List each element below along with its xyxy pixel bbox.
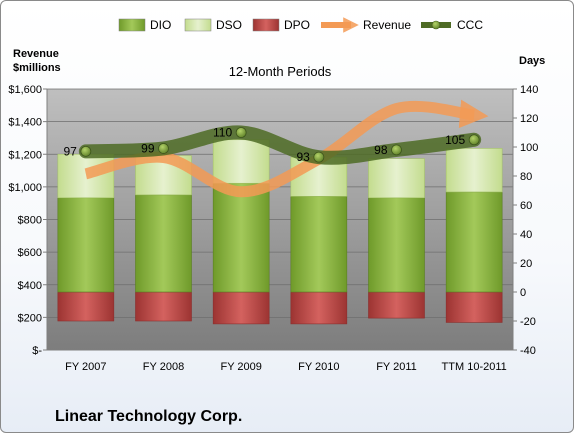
legend-item-dso: DSO <box>184 18 242 32</box>
right-tick-label: -20 <box>520 316 536 328</box>
ccc-point <box>235 127 247 138</box>
left-tick-label: $1,200 <box>8 149 42 161</box>
legend-item-ccc: CCC <box>421 18 483 32</box>
bar-dso <box>445 148 503 193</box>
legend-swatch <box>252 18 280 32</box>
ccc-data-label: 98 <box>374 143 388 157</box>
right-tick-label: 60 <box>520 200 532 212</box>
right-tick-label: 40 <box>520 229 532 241</box>
axes-layer: $- $200 $400 $600 $800 $1,000 $1,200 $1,400 $1,6… <box>8 84 538 373</box>
left-axis-label-line1: Revenue <box>13 48 59 60</box>
left-tick-label: $200 <box>18 312 42 324</box>
ccc-data-label: 105 <box>445 133 465 147</box>
legend-label: DSO <box>216 18 242 32</box>
x-tick-label: FY 2008 <box>143 361 184 373</box>
legend-label: Revenue <box>363 18 411 32</box>
x-tick-label: TTM 10-2011 <box>442 361 507 373</box>
ccc-point <box>468 134 480 146</box>
bar-dpo <box>445 291 503 323</box>
legend-item-dio: DIO <box>118 18 171 32</box>
bar-dpo <box>57 291 115 322</box>
right-tick-label: 0 <box>520 287 526 299</box>
legend-item-dpo: DPO <box>252 18 310 32</box>
left-tick-label: $1,400 <box>8 117 42 129</box>
legend-label: DPO <box>284 18 310 32</box>
bar-dpo <box>212 291 270 325</box>
left-tick-label: $600 <box>18 247 42 259</box>
bar-dpo <box>368 291 425 319</box>
ccc-point <box>313 151 325 163</box>
bar-dio <box>135 194 192 293</box>
revenue-line <box>84 99 489 198</box>
bar-dso <box>212 139 270 184</box>
bar-dio <box>445 191 503 293</box>
company-name: Linear Technology Corp. <box>55 408 242 425</box>
bar-dso <box>368 158 425 199</box>
x-tick-label: FY 2011 <box>376 361 417 373</box>
ccc-point <box>158 143 169 154</box>
left-tick-label: $800 <box>18 215 42 227</box>
x-tick-label: FY 2007 <box>65 361 106 373</box>
left-tick-label: $- <box>32 345 42 357</box>
legend: DIO DSO DPO Revenue CCC <box>118 17 483 33</box>
ccc-data-label: 110 <box>213 126 232 140</box>
bar-dio <box>212 182 270 293</box>
left-tick-label: $400 <box>18 280 42 292</box>
x-tick-label: FY 2010 <box>298 361 339 373</box>
ccc-point <box>391 144 402 156</box>
right-tick-label: 20 <box>520 258 532 270</box>
bar-dpo <box>135 291 192 322</box>
bar-dio <box>368 197 425 293</box>
left-tick-label: $1,600 <box>8 84 42 96</box>
ccc-point <box>80 145 92 157</box>
right-tick-label: -40 <box>520 345 536 357</box>
legend-marker <box>431 20 441 30</box>
legend-swatch <box>118 18 146 32</box>
ccc-data-label: 99 <box>141 141 155 155</box>
left-axis-label-line2: $millions <box>13 62 61 74</box>
ccc-data-label: 97 <box>63 144 77 158</box>
legend-swatch <box>184 18 212 32</box>
x-tick-label: FY 2009 <box>220 361 261 373</box>
right-tick-label: 120 <box>520 113 538 125</box>
right-axis-label: Days <box>519 55 545 67</box>
bar-dpo <box>290 291 348 325</box>
data-labels-layer: 97 99 110 93 98 105 <box>63 126 465 165</box>
bar-dio <box>57 197 115 293</box>
ccc-data-label: 93 <box>296 150 310 164</box>
bar-dso <box>57 153 115 199</box>
right-tick-label: 80 <box>520 171 532 183</box>
legend-label: DIO <box>150 18 171 32</box>
bars-layer <box>57 139 503 325</box>
right-tick-label: 140 <box>520 84 538 96</box>
legend-label: CCC <box>457 18 483 32</box>
legend-item-revenue: Revenue <box>321 17 411 33</box>
right-tick-label: 100 <box>520 142 538 154</box>
chart-title: 12-Month Periods <box>229 64 332 79</box>
left-tick-label: $1,000 <box>8 182 42 194</box>
lines-layer <box>78 99 489 198</box>
bar-dio <box>290 196 348 293</box>
